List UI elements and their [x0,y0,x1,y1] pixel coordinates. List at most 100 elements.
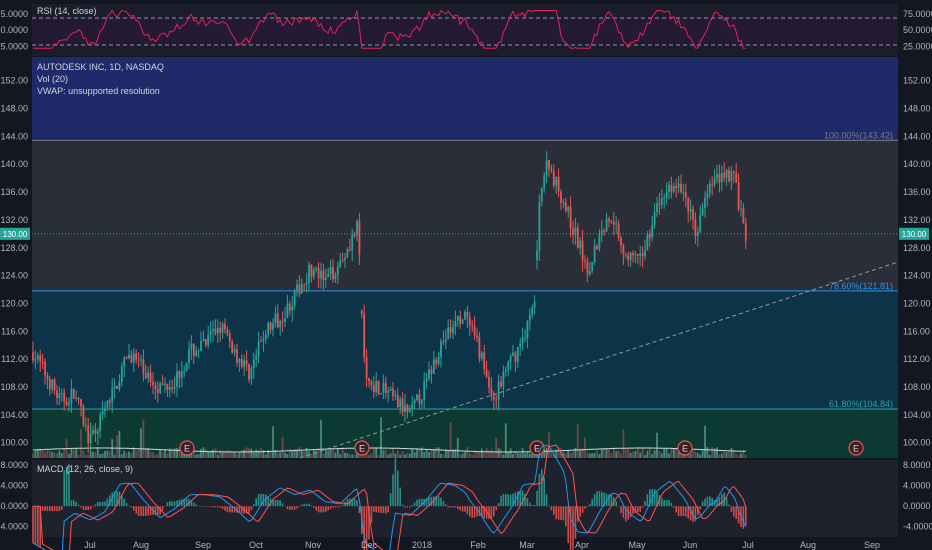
candle-body[interactable] [228,333,231,342]
candle-body[interactable] [382,382,385,393]
candle-body[interactable] [639,253,642,256]
candle-body[interactable] [260,341,262,343]
candle-body[interactable] [82,406,85,426]
candle-body[interactable] [716,173,718,179]
candle-body[interactable] [641,253,644,257]
candle-body[interactable] [190,343,193,349]
candle-body[interactable] [34,359,37,361]
candle-body[interactable] [552,170,555,186]
candle-body[interactable] [164,383,166,385]
candle-body[interactable] [651,224,654,238]
candle-body[interactable] [344,257,346,261]
candle-body[interactable] [466,311,469,318]
candle-body[interactable] [627,255,630,261]
candle-body[interactable] [142,359,145,374]
candle-body[interactable] [334,275,337,279]
candle-body[interactable] [183,370,186,372]
candle-body[interactable] [428,369,430,379]
candle-body[interactable] [245,360,248,365]
candle-body[interactable] [672,185,675,192]
candle-body[interactable] [490,387,493,397]
candle-body[interactable] [432,359,435,374]
candle-body[interactable] [317,268,320,279]
candle-body[interactable] [293,290,296,307]
candle-body[interactable] [617,223,620,238]
candle-body[interactable] [336,266,339,276]
candle-body[interactable] [327,273,330,277]
candle-body[interactable] [173,386,176,389]
candle-body[interactable] [161,383,164,385]
candle-body[interactable] [706,192,709,199]
candle-body[interactable] [521,338,524,344]
candle-body[interactable] [526,321,529,338]
candle-body[interactable] [149,372,152,383]
candle-body[interactable] [444,339,447,342]
candle-body[interactable] [512,352,514,357]
candle-body[interactable] [255,355,258,360]
candle-body[interactable] [524,337,526,339]
candle-body[interactable] [192,343,195,356]
candle-body[interactable] [264,334,267,339]
candle-body[interactable] [610,221,613,223]
candle-body[interactable] [298,284,301,294]
candle-body[interactable] [389,388,392,391]
candle-body[interactable] [485,369,488,377]
candle-body[interactable] [324,276,327,280]
candle-body[interactable] [704,198,706,209]
candle-body[interactable] [80,399,82,407]
candle-body[interactable] [608,218,610,222]
candle-body[interactable] [543,175,546,188]
candle-body[interactable] [137,359,140,361]
symbol-title[interactable]: AUTODESK INC, 1D, NASDAQ [37,62,164,72]
candle-body[interactable] [699,215,702,232]
rsi-axis-right[interactable]: 75.0000 50.0000 25.0000 [903,9,932,52]
candle-body[interactable] [279,320,282,328]
candle-body[interactable] [670,185,673,192]
candle-body[interactable] [351,235,354,251]
candle-body[interactable] [687,197,690,212]
candle-body[interactable] [392,388,394,397]
candle-body[interactable] [272,323,274,330]
candle-body[interactable] [356,220,358,236]
candle-body[interactable] [509,356,512,363]
candle-body[interactable] [723,172,726,178]
candle-body[interactable] [178,371,181,378]
candle-body[interactable] [514,352,517,362]
candle-body[interactable] [449,327,452,333]
candle-body[interactable] [658,203,661,205]
candle-body[interactable] [401,398,404,413]
candle-body[interactable] [96,431,99,434]
candle-body[interactable] [267,322,270,335]
candle-body[interactable] [615,223,618,225]
candle-body[interactable] [224,323,226,330]
candle-body[interactable] [231,341,234,353]
candle-body[interactable] [732,171,735,173]
candle-body[interactable] [435,359,438,364]
earnings-marker-4[interactable] [848,440,864,456]
candle-body[interactable] [737,182,740,209]
candle-body[interactable] [730,171,733,182]
candle-body[interactable] [605,218,608,232]
candle-body[interactable] [636,254,639,256]
candle-body[interactable] [58,393,61,399]
candle-body[interactable] [147,372,150,379]
candle-body[interactable] [593,245,596,263]
candle-body[interactable] [442,341,445,343]
candle-body[interactable] [461,319,464,324]
candle-body[interactable] [447,327,450,340]
candle-body[interactable] [380,392,382,395]
candle-body[interactable] [274,313,277,324]
candle-body[interactable] [56,390,58,399]
candle-body[interactable] [500,381,502,387]
candle-body[interactable] [646,234,649,251]
candle-body[interactable] [540,187,543,202]
candle-body[interactable] [680,183,682,193]
candle-body[interactable] [212,328,214,332]
candle-body[interactable] [548,160,550,169]
candle-body[interactable] [459,316,462,324]
candle-body[interactable] [418,394,421,404]
price-pane[interactable]: 100.00%(143.42) 78.60%(121.81) 61.80%(104.… [0,57,931,459]
candle-body[interactable] [332,267,334,279]
